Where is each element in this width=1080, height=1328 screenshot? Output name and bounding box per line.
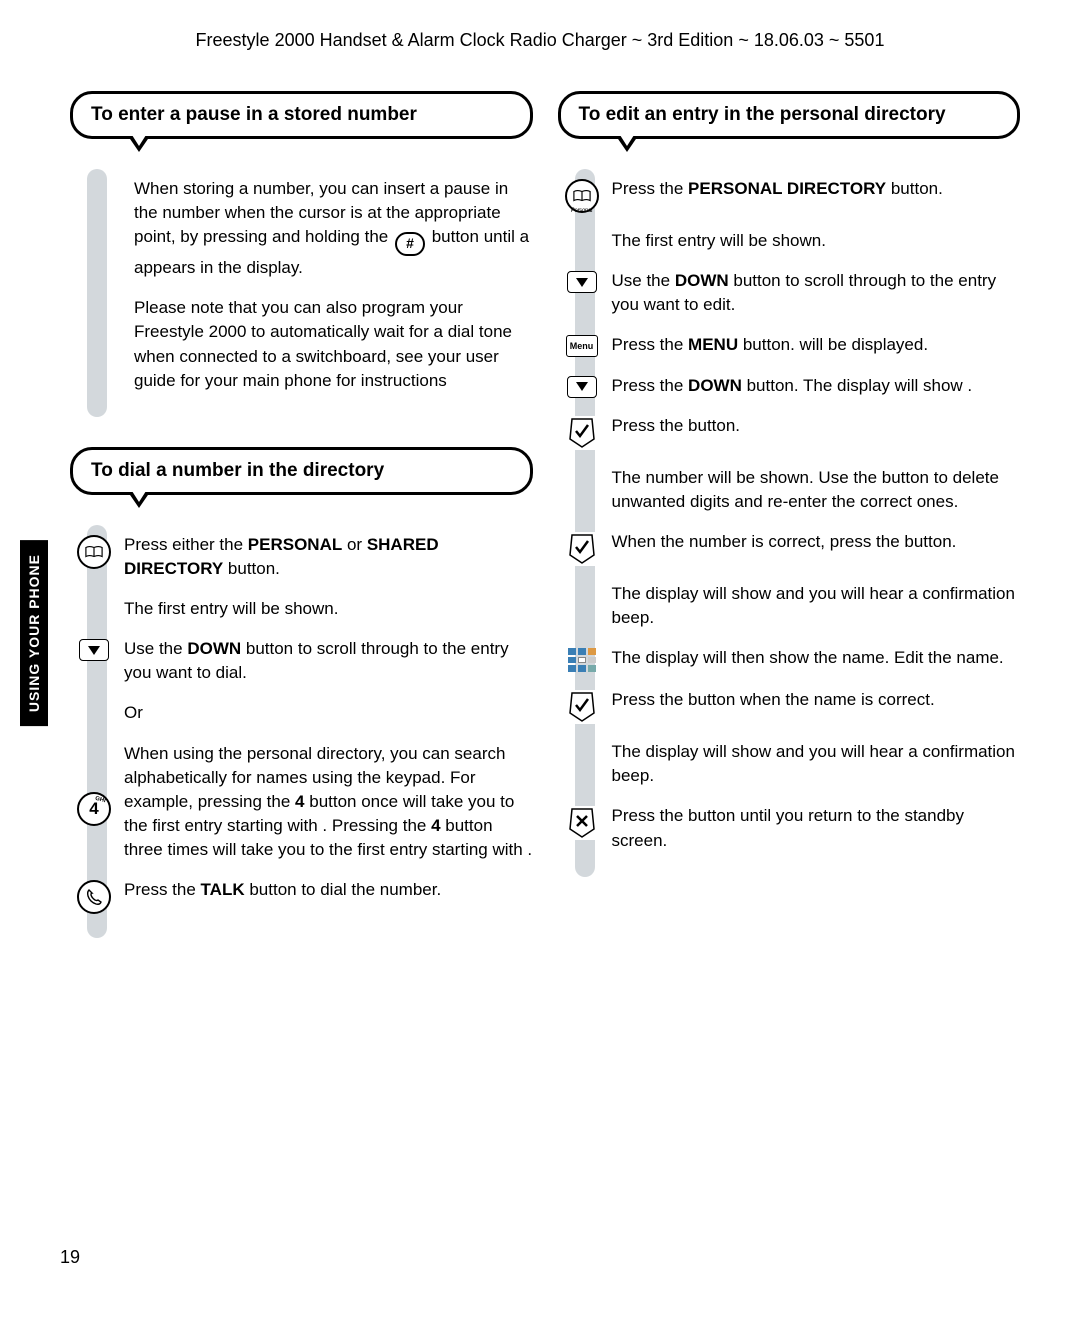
callout-pointer-icon xyxy=(616,136,638,152)
text: The first entry will be shown. xyxy=(118,597,533,621)
talk-button-icon xyxy=(77,880,111,914)
personal-book-icon xyxy=(565,179,599,213)
menu-button-icon: Menu xyxy=(566,335,598,357)
step-scroll-down: Use the DOWN button to scroll through to… xyxy=(70,637,533,685)
document-header: Freestyle 2000 Handset & Alarm Clock Rad… xyxy=(0,0,1080,91)
step-press-x: Press the button until you return to the… xyxy=(558,804,1021,852)
step-or: Or xyxy=(70,701,533,725)
left-column: To enter a pause in a stored number When… xyxy=(70,91,533,938)
check-button-icon xyxy=(567,416,597,450)
step-search-alpha: 4 When using the personal directory, you… xyxy=(70,742,533,863)
text: The first entry will be shown. xyxy=(606,229,1021,253)
text: Use the xyxy=(612,271,675,290)
pause-paragraph-2: Please note that you can also program yo… xyxy=(134,296,533,393)
page-number: 19 xyxy=(60,1247,80,1268)
section-title: To enter a pause in a stored number xyxy=(91,104,417,125)
step-first-entry: The first entry will be shown. xyxy=(70,597,533,621)
step-first-shown: The first entry will be shown. xyxy=(558,229,1021,253)
text: Press the xyxy=(124,880,201,899)
text: button. will be displayed. xyxy=(738,335,928,354)
check-button-icon xyxy=(567,690,597,724)
text: The display will then show the name. Edi… xyxy=(606,646,1021,670)
text: PERSONAL DIRECTORY xyxy=(688,179,886,198)
text: DOWN xyxy=(688,376,742,395)
section-header-edit: To edit an entry in the personal directo… xyxy=(558,91,1021,139)
step-display-conf-1: The display will show and you will hear … xyxy=(558,582,1021,630)
text: Press either the xyxy=(124,535,248,554)
text: or xyxy=(342,535,367,554)
down-button-icon xyxy=(567,376,597,398)
text: Or xyxy=(118,701,533,725)
text: button. xyxy=(223,559,280,578)
rail-dial: Press either the PERSONAL or SHARED DIRE… xyxy=(70,525,533,938)
step-press-menu: Menu Press the MENU button. will be disp… xyxy=(558,333,1021,357)
text: 4 xyxy=(431,816,440,835)
text: MENU xyxy=(688,335,738,354)
step-show-name: The display will then show the name. Edi… xyxy=(558,646,1021,672)
text: 4 xyxy=(295,792,304,811)
text: The display will show and you will hear … xyxy=(606,740,1021,788)
text: DOWN xyxy=(187,639,241,658)
text: PERSONAL xyxy=(248,535,342,554)
text: button. The display will show . xyxy=(742,376,972,395)
content-columns: To enter a pause in a stored number When… xyxy=(0,91,1080,938)
section-header-pause: To enter a pause in a stored number xyxy=(70,91,533,139)
text: Press the button when the name is correc… xyxy=(606,688,1021,712)
right-column: To edit an entry in the personal directo… xyxy=(558,91,1021,938)
x-button-icon xyxy=(567,806,597,840)
text: button to dial the number. xyxy=(245,880,442,899)
hash-button-icon: # xyxy=(395,232,425,256)
text: Press the button. xyxy=(606,414,1021,438)
four-button-icon: 4 xyxy=(77,792,111,826)
step-press-directory: Press either the PERSONAL or SHARED DIRE… xyxy=(70,533,533,581)
text: The display will show and you will hear … xyxy=(606,582,1021,630)
callout-pointer-icon xyxy=(128,492,150,508)
step-display-conf-2: The display will show and you will hear … xyxy=(558,740,1021,788)
text: Use the xyxy=(124,639,187,658)
step-press-ok-1: Press the button. xyxy=(558,414,1021,450)
check-button-icon xyxy=(567,532,597,566)
text: Press the xyxy=(612,179,689,198)
text: Press the button until you return to the… xyxy=(606,804,1021,852)
down-button-icon xyxy=(567,271,597,293)
side-tab-using-your-phone: USING YOUR PHONE xyxy=(20,540,48,726)
keypad-grid-icon xyxy=(568,648,596,672)
section-title: To dial a number in the directory xyxy=(91,460,384,481)
section-header-dial: To dial a number in the directory xyxy=(70,447,533,495)
text: The number will be shown. Use the button… xyxy=(606,466,1021,514)
text: DOWN xyxy=(675,271,729,290)
step-down-scroll: Use the DOWN button to scroll through to… xyxy=(558,269,1021,317)
text: TALK xyxy=(201,880,245,899)
rail-pause: When storing a number, you can insert a … xyxy=(70,169,533,417)
step-press-ok-2: When the number is correct, press the bu… xyxy=(558,530,1021,566)
callout-pointer-icon xyxy=(128,136,150,152)
text: button. xyxy=(886,179,943,198)
step-press-personal: Press the PERSONAL DIRECTORY button. xyxy=(558,177,1021,213)
step-number-shown: The number will be shown. Use the button… xyxy=(558,466,1021,514)
step-press-talk: Press the TALK button to dial the number… xyxy=(70,878,533,914)
pause-paragraph-1: When storing a number, you can insert a … xyxy=(134,177,533,280)
text: Press the xyxy=(612,376,689,395)
book-icon xyxy=(77,535,111,569)
text: When the number is correct, press the bu… xyxy=(606,530,1021,554)
text: Press the xyxy=(612,335,689,354)
rail-edit: Press the PERSONAL DIRECTORY button. The… xyxy=(558,169,1021,877)
down-button-icon xyxy=(79,639,109,661)
section-title: To edit an entry in the personal directo… xyxy=(579,104,946,125)
step-press-ok-3: Press the button when the name is correc… xyxy=(558,688,1021,724)
step-press-down-2: Press the DOWN button. The display will … xyxy=(558,374,1021,398)
